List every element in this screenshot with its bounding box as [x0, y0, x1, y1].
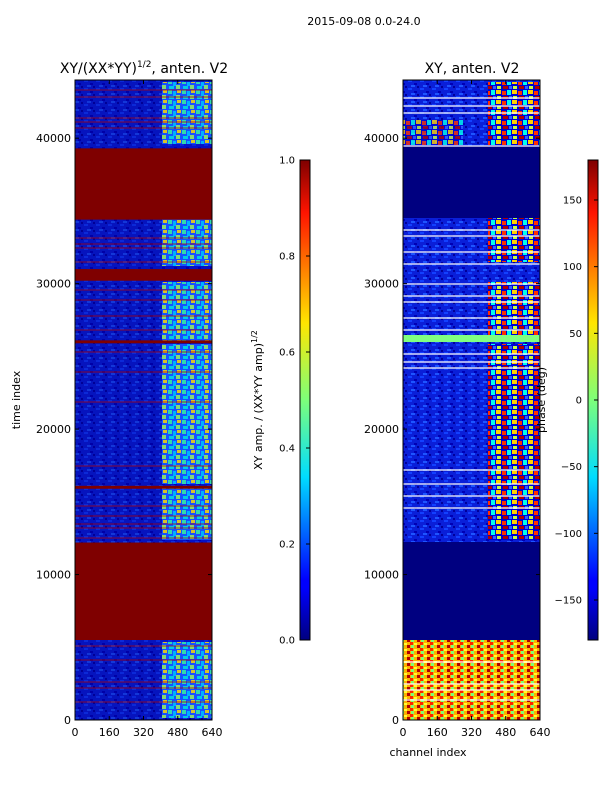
left-y-ticks: 0 10000 20000 30000 40000 [36, 132, 212, 727]
left-y-tick-label-0: 0 [64, 714, 71, 727]
right-x-tick-label-1: 160 [427, 726, 448, 739]
chart-left: XY/(XX*YY)1/2, anten. V2 0 160 320 480 640 0… [10, 60, 228, 739]
colorbar-left-tick-label-4: 0.8 [279, 252, 295, 263]
colorbar-left: 0.0 0.2 0.4 0.6 0.8 1.0 XY amp. / (XX*YY amp)… [250, 156, 311, 647]
right-y-tick-label-1: 10000 [364, 569, 399, 582]
figure-title: 2015-09-08 0.0-24.0 [307, 15, 420, 28]
left-title-tail: , anten. V2 [151, 61, 228, 77]
left-red-lines [75, 89, 212, 703]
left-title-exp: 1/2 [137, 60, 151, 70]
saturated-band-0 [75, 542, 212, 640]
saturated-band-1 [75, 485, 212, 489]
right-title: XY, anten. V2 [425, 61, 520, 77]
colorbar-left-gradient [299, 159, 311, 641]
left-x-tick-label-4: 640 [202, 726, 223, 739]
colorbar-left-label-exp: 1/2 [250, 330, 259, 343]
colorbar-left-ticks: 0.0 0.2 0.4 0.6 0.8 1.0 [279, 156, 310, 647]
saturated-band-4 [75, 148, 212, 220]
left-ylabel: time index [10, 370, 23, 429]
left-title: XY/(XX*YY)1/2, anten. V2 [60, 60, 228, 77]
colorbar-right-tick-label-1: −100 [555, 529, 582, 540]
colorbar-right-tick-label-4: 50 [569, 329, 582, 340]
chart-right: XY, anten. V2 0 160 320 480 640 0 10000 20000 3… [364, 61, 551, 759]
saturated-band-3 [75, 269, 212, 281]
colorbar-right-tick-label-5: 100 [563, 262, 582, 273]
left-x-tick-label-0: 0 [72, 726, 79, 739]
colorbar-right-tick-label-2: −50 [561, 462, 582, 473]
left-y-tick-label-1: 10000 [36, 569, 71, 582]
right-xlabel: channel index [389, 746, 467, 759]
right-y-tick-label-4: 40000 [364, 132, 399, 145]
colorbar-left-label: XY amp. / (XX*YY amp)1/2 [250, 330, 265, 470]
colorbar-right-tick-label-6: 150 [563, 196, 582, 207]
left-plot-area [75, 80, 212, 720]
right-x-tick-label-2: 320 [461, 726, 482, 739]
right-y-tick-label-2: 20000 [364, 423, 399, 436]
right-y-tick-label-3: 30000 [364, 278, 399, 291]
colorbar-right-ticks: −150 −100 −50 0 50 100 150 [555, 196, 598, 607]
colorbar-left-tick-label-2: 0.4 [279, 444, 295, 455]
saturated-band-2 [75, 340, 212, 344]
left-x-tick-label-1: 160 [99, 726, 120, 739]
colorbar-right-label: phase (deg) [535, 367, 548, 433]
right-x-tick-label-4: 640 [530, 726, 551, 739]
colorbar-right-tick-label-0: −150 [555, 596, 582, 607]
colorbar-right-tick-label-3: 0 [576, 396, 582, 407]
colorbar-left-label-main: XY amp. / (XX*YY amp) [252, 343, 265, 470]
left-x-tick-label-3: 480 [167, 726, 188, 739]
left-x-tick-label-2: 320 [133, 726, 154, 739]
right-y-ticks: 0 10000 20000 30000 40000 [364, 132, 540, 727]
right-y-tick-label-0: 0 [392, 714, 399, 727]
left-x-ticks: 0 160 320 480 640 [72, 80, 223, 739]
left-title-main: XY/(XX*YY) [60, 61, 137, 77]
colorbar-left-tick-label-3: 0.6 [279, 348, 295, 359]
right-x-tick-label-3: 480 [495, 726, 516, 739]
right-x-ticks: 0 160 320 480 640 [400, 80, 551, 739]
right-x-tick-label-0: 0 [400, 726, 407, 739]
left-y-tick-label-3: 30000 [36, 278, 71, 291]
colorbar-left-tick-label-1: 0.2 [279, 540, 295, 551]
right-plot-area [403, 80, 540, 720]
left-y-tick-label-2: 20000 [36, 423, 71, 436]
colorbar-left-tick-label-5: 1.0 [279, 156, 295, 167]
left-saturated-bands [75, 148, 212, 640]
colorbar-left-tick-label-0: 0.0 [279, 636, 295, 647]
right-white-lines [403, 97, 540, 701]
left-y-tick-label-4: 40000 [36, 132, 71, 145]
colorbar-right: phase (deg) −150 −100 −50 0 50 100 150 [535, 159, 599, 641]
